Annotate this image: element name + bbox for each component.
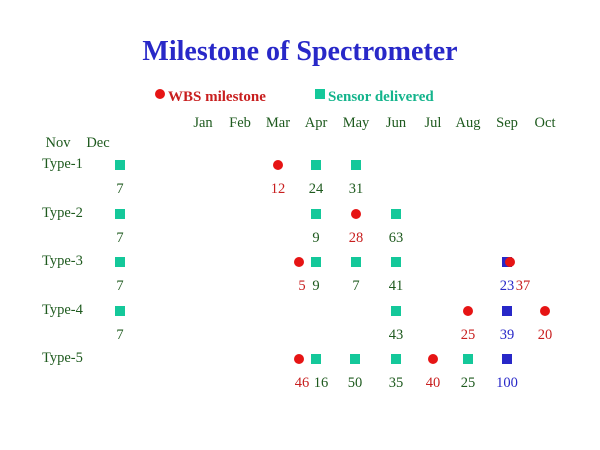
value-label: 7	[116, 278, 124, 294]
row-label-type-4: Type-4	[42, 301, 83, 318]
value-label: 63	[388, 229, 404, 246]
row-label-type-2: Type-2	[42, 204, 83, 221]
sensor-delivered-marker	[391, 208, 401, 219]
wbs-milestone-marker	[273, 160, 283, 170]
sensor-delivered-marker	[350, 354, 360, 364]
month-label-oct: Oct	[534, 115, 556, 131]
value-label: 23	[499, 278, 515, 294]
month-label-nov: Nov	[45, 135, 71, 151]
sensor-delivered-marker	[391, 354, 401, 364]
wbs-milestone-marker	[463, 305, 473, 316]
month-label-mar: Mar	[265, 115, 291, 131]
sensor-delivered-marker	[115, 257, 125, 267]
sensor-delivered-marker	[351, 257, 361, 267]
wbs-milestone-marker	[428, 354, 438, 364]
value-label: 50	[347, 375, 363, 391]
sensor-delivered-marker	[311, 257, 321, 267]
value-label: 41	[388, 278, 404, 294]
value-label: 12	[270, 181, 286, 197]
month-label-feb: Feb	[229, 115, 251, 131]
value-label: 31	[348, 181, 364, 197]
legend-square-marker	[315, 88, 325, 99]
legend-circle-marker	[155, 88, 165, 99]
value-label: 25	[460, 375, 476, 391]
value-label: 40	[425, 375, 441, 391]
value-label: 9	[312, 229, 320, 246]
sensor-delivered-marker	[311, 160, 321, 170]
month-label-apr: Apr	[304, 115, 328, 131]
value-label: 7	[352, 278, 360, 294]
row-label-type-5: Type-5	[42, 350, 83, 366]
value-label: 7	[116, 326, 124, 343]
value-label: 7	[116, 181, 124, 197]
month-label-sep: Sep	[496, 115, 518, 131]
value-label: 46	[294, 375, 310, 391]
value-label: 100	[496, 375, 518, 391]
sensor-delivered-marker	[311, 354, 321, 364]
sensor-delivered-marker	[351, 160, 361, 170]
value-label: 37	[515, 278, 531, 294]
value-label: 39	[499, 326, 515, 343]
value-label: 7	[116, 229, 124, 246]
value-label: 9	[312, 278, 320, 294]
wbs-milestone-marker	[540, 305, 550, 316]
blue-square-marker	[502, 305, 512, 316]
value-label: 43	[388, 326, 404, 343]
wbs-milestone-marker	[351, 208, 361, 219]
legend-wbs-milestone: WBS milestone	[155, 88, 266, 106]
value-label: 28	[348, 229, 364, 246]
row-label-type-3: Type-3	[42, 253, 83, 269]
wbs-milestone-marker	[505, 257, 515, 267]
wbs-milestone-marker	[294, 354, 304, 364]
month-label-aug: Aug	[455, 115, 481, 131]
legend-wbs-label: WBS milestone	[168, 89, 266, 105]
month-label-jul: Jul	[424, 115, 442, 131]
sensor-delivered-marker	[115, 208, 125, 219]
month-label-may: May	[342, 115, 370, 131]
value-label: 25	[460, 326, 476, 343]
value-label: 20	[537, 326, 553, 343]
sensor-delivered-marker	[115, 160, 125, 170]
value-label: 35	[388, 375, 404, 391]
chart-title: Milestone of Spectrometer	[142, 36, 458, 67]
row-label-type-1: Type-1	[42, 156, 83, 172]
legend-sensor-delivered: Sensor delivered	[315, 88, 434, 106]
month-label-jan: Jan	[193, 115, 213, 131]
sensor-delivered-marker	[115, 305, 125, 316]
value-label: 5	[298, 278, 306, 294]
sensor-delivered-marker	[391, 257, 401, 267]
blue-square-marker	[502, 354, 512, 364]
month-label-dec: Dec	[86, 135, 110, 151]
wbs-milestone-marker	[294, 257, 304, 267]
value-label: 24	[308, 181, 324, 197]
sensor-delivered-marker	[463, 354, 473, 364]
sensor-delivered-marker	[391, 305, 401, 316]
legend-sensor-label: Sensor delivered	[328, 89, 434, 105]
value-label: 16	[313, 375, 329, 391]
month-label-jun: Jun	[385, 115, 407, 131]
sensor-delivered-marker	[311, 208, 321, 219]
